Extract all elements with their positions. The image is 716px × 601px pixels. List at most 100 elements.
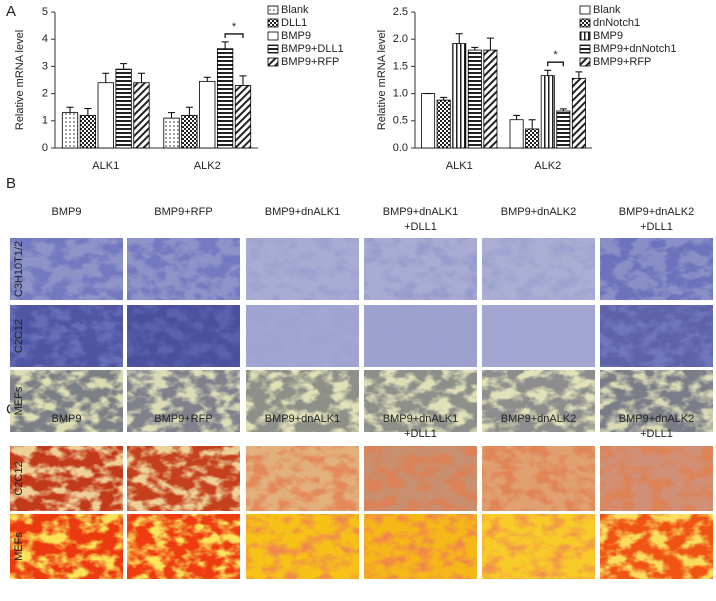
legend-swatch [267,5,279,15]
significance-label: * [553,49,558,61]
column-label: BMP9+dnALK2 [619,413,695,425]
legend-label: BMP9+DLL1 [281,43,344,55]
error-bar [239,75,247,86]
micrograph-texture [482,238,595,300]
micrograph-texture [364,370,477,432]
error-bar [559,108,567,112]
legend-label: BMP9+dnNotch1 [593,43,676,55]
legend-label: DLL1 [281,17,307,29]
error-bar [575,71,583,79]
y-tick-label: 1 [42,115,48,127]
bar [483,49,498,149]
y-axis-title: Relative mRNA level [376,30,388,130]
legend-label: BMP9 [593,30,623,42]
y-tick-label: 1.0 [393,88,408,100]
error-bar [513,114,521,120]
micrograph-texture [364,238,477,300]
bar [115,68,132,149]
row-label: C2C12 [13,461,25,495]
micrograph-texture [482,446,595,511]
micrograph-texture [364,446,477,511]
bar [571,77,586,149]
column-label: BMP9+RFP [154,206,212,218]
legend-swatch [267,31,279,41]
micrograph-texture [127,238,240,300]
bar [61,112,79,149]
y-axis-title: Relative mRNA level [14,30,26,130]
column-label: +DLL1 [404,428,437,440]
legend-label: BMP9+RFP [281,56,339,68]
error-bar [66,106,74,113]
micrograph-texture [10,446,123,511]
legend-label: dnNotch1 [593,17,640,29]
micrograph-texture [246,514,359,579]
error-bar [528,119,536,129]
column-label: BMP9 [52,206,82,218]
micrograph-texture [127,370,240,432]
significance-bracket [547,61,564,67]
y-tick-label: 3 [42,60,48,72]
micrograph-texture [482,514,595,579]
error-bar [84,108,92,116]
column-label: BMP9+dnALK2 [501,206,577,218]
row-label: MEFs [13,532,25,561]
micrograph-texture [364,305,477,367]
micrograph-texture [600,370,713,432]
bar [540,75,555,149]
legend-swatch [267,57,279,67]
row-label: C3H10T1/2 [13,241,25,297]
y-tick-label: 0 [42,142,48,154]
bar [199,80,216,149]
column-label: BMP9+dnALK1 [383,413,459,425]
micrograph-texture [10,514,123,579]
significance-bracket [224,33,244,38]
micrograph-texture [482,370,595,432]
bar [181,114,198,149]
error-bar [221,41,229,49]
bar [467,49,482,149]
error-bar [168,112,176,119]
error-bar [185,106,193,116]
y-tick-label: 5 [42,6,48,18]
bar [163,117,180,149]
error-bar [203,76,211,82]
error-bar [544,69,552,76]
error-bar [440,96,448,101]
bar [452,43,467,149]
legend-swatch [579,57,591,67]
significance-label: * [232,21,237,33]
micrograph-texture [600,514,713,579]
micrograph-texture [246,370,359,432]
y-tick-label: 2.0 [393,33,408,45]
column-label: BMP9 [52,413,82,425]
y-tick-label: 1.5 [393,60,408,72]
micrograph-texture [10,305,123,367]
micrograph-texture [10,238,123,300]
bar [509,119,524,149]
x-tick-label: ALK2 [534,160,561,172]
x-tick-label: ALK1 [446,160,473,172]
error-bar [102,72,110,83]
column-label: +DLL1 [640,221,673,233]
bar [79,114,97,149]
legend-label: BMP9 [281,30,311,42]
micrograph-texture [127,446,240,511]
bar [216,48,234,149]
bar [234,85,252,149]
bar [525,128,540,149]
legend-swatch [267,44,279,54]
micrograph-texture [127,514,240,579]
panel-label: A [6,3,16,20]
micrograph-texture [600,238,713,300]
error-bar [137,72,145,83]
y-tick-label: 0.0 [393,142,408,154]
error-bar [120,63,128,70]
y-tick-label: 0.5 [393,115,408,127]
row-label: MEFs [13,386,25,415]
micrograph-texture [482,305,595,367]
error-bar [486,37,494,51]
x-tick-label: ALK1 [92,160,119,172]
y-tick-label: 4 [42,33,48,45]
